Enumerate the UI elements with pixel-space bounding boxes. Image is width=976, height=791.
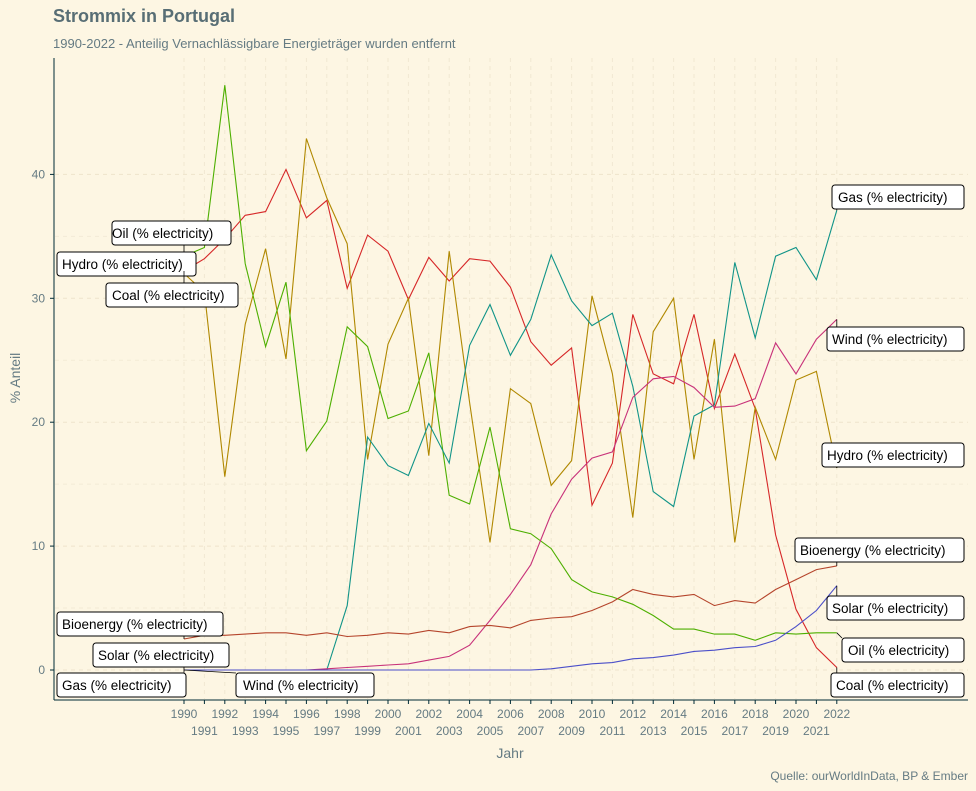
x-tick-label: 2005 — [477, 724, 504, 738]
x-tick-label: 1999 — [354, 724, 381, 738]
series-label: Wind (% electricity) — [243, 678, 359, 693]
x-tick-label: 1995 — [273, 724, 300, 738]
x-tick-label: 1996 — [293, 707, 320, 721]
series-line — [184, 585, 838, 671]
x-tick-label: 1992 — [211, 707, 238, 721]
x-tick-label: 1997 — [313, 724, 340, 738]
x-tick-label: 2003 — [436, 724, 463, 738]
x-tick-label: 2016 — [701, 707, 728, 721]
x-axis-title: Jahr — [496, 745, 524, 761]
series-labels: Oil (% electricity) Hydro (% electricity)… — [56, 184, 965, 698]
x-tick-label: 1990 — [171, 707, 198, 721]
series-label: Wind (% electricity) — [832, 332, 948, 347]
series-label: Oil (% electricity) — [112, 226, 213, 241]
x-tick-label: 2000 — [375, 707, 402, 721]
series-label: Solar (% electricity) — [98, 648, 214, 663]
x-tick-label: 2020 — [783, 707, 810, 721]
x-tick-label: 2010 — [579, 707, 606, 721]
label-box — [830, 672, 965, 698]
x-tick-label: 2012 — [619, 707, 646, 721]
y-ticks: 0 10 20 30 40 — [32, 167, 54, 677]
x-tick-label: 2004 — [456, 707, 483, 721]
label-box — [111, 220, 232, 246]
x-tick-label: 2008 — [538, 707, 565, 721]
x-tick-label: 2011 — [599, 724, 625, 738]
y-tick-label: 40 — [32, 167, 46, 181]
series-line — [183, 138, 838, 543]
label-box — [826, 595, 965, 621]
x-tick-label: 2017 — [721, 724, 748, 738]
x-ticks: 1990 1991 1992 1993 1994 1995 1996 1997 1998 1999… — [171, 700, 850, 738]
label-box — [794, 537, 965, 563]
series-label: Gas (% electricity) — [62, 678, 172, 693]
series-label: Hydro (% electricity) — [62, 257, 183, 272]
x-tick-label: 2002 — [415, 707, 442, 721]
label-leader-line — [183, 669, 237, 674]
label-leader-line — [836, 632, 843, 639]
x-tick-label: 2018 — [742, 707, 769, 721]
x-tick-label: 2009 — [558, 724, 585, 738]
series-label: Hydro (% electricity) — [827, 448, 948, 463]
x-tick-label: 2006 — [497, 707, 524, 721]
y-tick-label: 20 — [32, 415, 46, 429]
x-tick-label: 2021 — [803, 724, 830, 738]
series-label: Coal (% electricity) — [112, 288, 225, 303]
label-box — [821, 442, 965, 468]
series-label: Gas (% electricity) — [838, 190, 948, 205]
label-box — [831, 184, 965, 210]
y-tick-label: 0 — [38, 663, 45, 677]
series-line — [183, 168, 838, 668]
label-box — [235, 672, 375, 698]
x-tick-label: 1993 — [232, 724, 259, 738]
y-tick-label: 10 — [32, 539, 46, 553]
label-box — [56, 672, 187, 698]
label-box — [826, 326, 965, 352]
series-label: Bioenergy (% electricity) — [62, 617, 208, 632]
series-label: Solar (% electricity) — [832, 601, 948, 616]
chart-subtitle: 1990-2022 - Anteilig Vernachlässigbare E… — [53, 36, 456, 51]
grid — [55, 58, 968, 699]
x-tick-label: 2022 — [823, 707, 850, 721]
label-box — [56, 251, 197, 277]
x-tick-label: 2014 — [660, 707, 687, 721]
x-tick-label: 2001 — [395, 724, 422, 738]
x-tick-label: 2007 — [517, 724, 544, 738]
chart-caption: Quelle: ourWorldInData, BP & Ember — [770, 769, 968, 783]
series-label: Coal (% electricity) — [836, 678, 949, 693]
series-label: Bioenergy (% electricity) — [800, 543, 946, 558]
series-line — [183, 565, 837, 640]
series-lines — [183, 85, 838, 671]
x-tick-label: 2013 — [640, 724, 667, 738]
series-label: Oil (% electricity) — [848, 643, 949, 658]
y-axis-title: % Anteil — [7, 353, 23, 404]
chart-title: Strommix in Portugal — [53, 6, 235, 26]
label-box — [56, 611, 224, 637]
label-box — [105, 282, 239, 308]
x-tick-label: 2015 — [681, 724, 708, 738]
y-tick-label: 30 — [32, 291, 46, 305]
x-tick-label: 1991 — [191, 724, 218, 738]
label-box — [92, 642, 230, 668]
series-line — [183, 85, 837, 641]
x-tick-label: 1994 — [252, 707, 279, 721]
x-tick-label: 2019 — [762, 724, 789, 738]
x-tick-label: 1998 — [334, 707, 361, 721]
label-box — [841, 637, 965, 663]
